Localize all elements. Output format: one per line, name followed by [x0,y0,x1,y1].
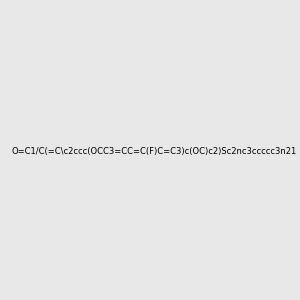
Text: O=C1/C(=C\c2ccc(OCC3=CC=C(F)C=C3)c(OC)c2)Sc2nc3ccccc3n21: O=C1/C(=C\c2ccc(OCC3=CC=C(F)C=C3)c(OC)c2… [11,147,296,156]
